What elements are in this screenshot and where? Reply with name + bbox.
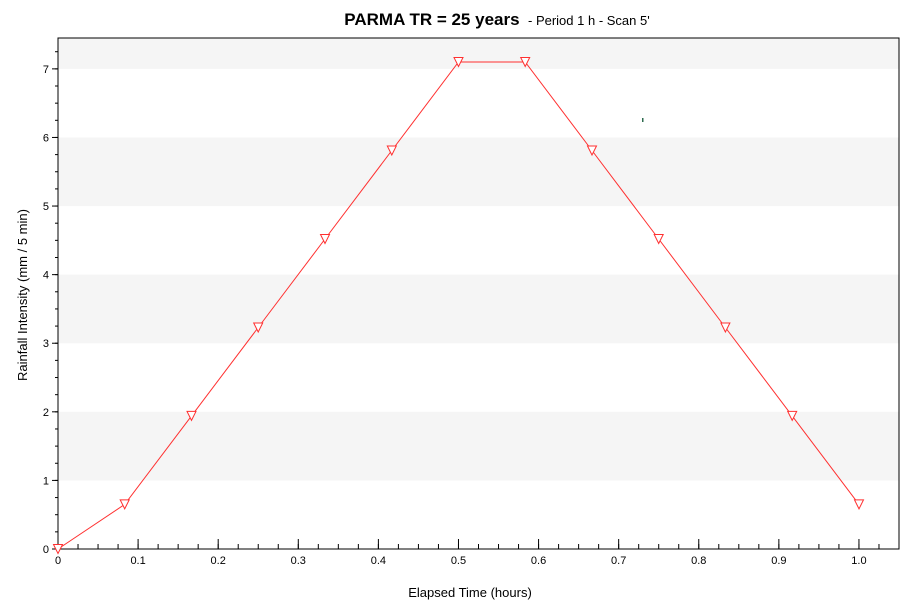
x-tick-label: 0.9 (771, 555, 786, 567)
y-tick-label: 1 (43, 475, 49, 487)
data-point (119, 499, 131, 511)
data-point (720, 322, 731, 334)
y-axis-label: Rainfall Intensity (mm / 5 min) (15, 209, 30, 381)
x-axis-label: Elapsed Time (hours) (408, 585, 532, 600)
data-point (319, 234, 331, 245)
data-point (186, 410, 197, 422)
x-tick-label: 0.4 (371, 555, 386, 567)
x-tick-label: 0.7 (611, 555, 626, 567)
x-tick-label: 0.5 (451, 555, 466, 567)
data-point (586, 145, 598, 157)
data-point (653, 234, 665, 245)
y-tick-label: 3 (43, 338, 49, 350)
x-tick-label: 0.2 (211, 555, 226, 567)
series-group (52, 57, 865, 555)
chart-subtitle: - Period 1 h - Scan 5' (528, 13, 650, 28)
x-minor-ticks (57, 544, 900, 549)
grid-band (58, 274, 899, 344)
chart-title-group: PARMA TR = 25 years - Period 1 h - Scan … (344, 10, 649, 29)
data-point (519, 57, 531, 68)
y-tick-label: 7 (43, 64, 49, 76)
data-point (52, 544, 64, 555)
grid-band (58, 38, 899, 69)
data-point (786, 410, 798, 422)
data-point (453, 57, 464, 68)
x-tick-label: 0.1 (130, 555, 145, 567)
chart-title: PARMA TR = 25 years (344, 10, 519, 29)
data-point (252, 322, 264, 334)
x-axis-ticks: 0 0.1 0.2 0.3 0.4 0.5 0.6 0.7 0.8 0.9 1.0 (55, 539, 867, 567)
y-axis-ticks: 0 1 2 3 4 5 6 7 (43, 64, 58, 556)
x-tick-label: 0.6 (531, 555, 546, 567)
y-tick-label: 6 (43, 132, 49, 144)
y-tick-label: 2 (43, 407, 49, 419)
x-tick-label: 0 (55, 555, 61, 567)
y-tick-label: 0 (43, 544, 49, 556)
y-tick-label: 5 (43, 201, 49, 213)
grid-band (58, 137, 899, 207)
grid-bands (58, 38, 899, 481)
x-tick-label: 0.3 (291, 555, 306, 567)
data-point (386, 145, 398, 157)
y-tick-label: 4 (43, 270, 49, 282)
grid-band (58, 411, 899, 481)
x-tick-label: 0.8 (691, 555, 706, 567)
stray-mark (642, 118, 644, 122)
x-tick-label: 1.0 (851, 555, 866, 567)
data-point (853, 499, 865, 511)
